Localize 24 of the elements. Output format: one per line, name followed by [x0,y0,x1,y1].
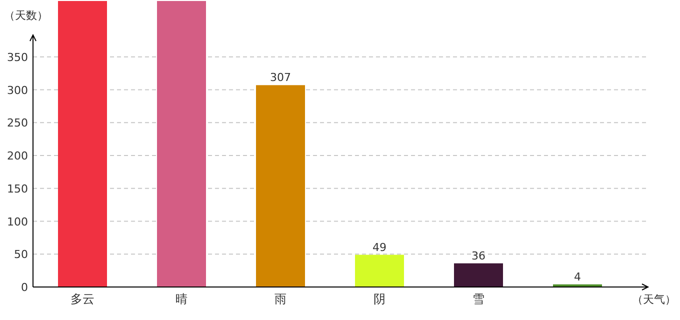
data-label: 4 [574,270,581,284]
y-axis-title: （天数） [4,9,48,22]
y-tick-label: 250 [7,116,28,130]
y-tick-label: 0 [21,281,28,294]
data-label: 49 [372,240,386,254]
bar [156,1,206,287]
data-label: 307 [270,71,291,84]
bar [454,263,503,287]
y-tick-label: 350 [7,50,28,64]
x-tick-label: 阴 [374,292,386,306]
x-tick-label: 雪 [472,292,484,306]
bar [256,85,305,287]
x-tick-label: 雨 [274,292,286,306]
bar [58,1,108,287]
y-tick-label: 300 [7,84,28,97]
x-tick-label: 多云 [70,292,94,306]
y-tick-label: 150 [7,182,28,196]
y-tick-label: 200 [7,150,28,163]
y-tick-label: 100 [7,215,28,228]
y-tick-label: 50 [14,248,28,262]
data-label: 36 [472,249,486,262]
x-tick-label: 晴 [176,292,188,306]
bar [354,254,404,287]
x-axis-title: （天气） [632,293,676,306]
